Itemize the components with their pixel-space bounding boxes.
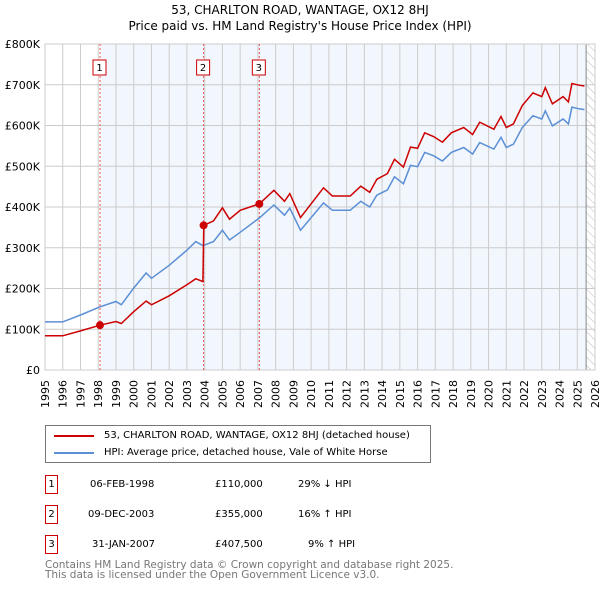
x-tick-label: 2003 (181, 380, 194, 408)
legend-label: 53, CHARLTON ROAD, WANTAGE, OX12 8HJ (de… (104, 430, 410, 441)
marker-badge: 2 (45, 505, 58, 524)
sale-marker-box (251, 59, 266, 76)
x-tick-label: 2022 (518, 380, 531, 408)
sale-marker-label: 3 (256, 63, 262, 74)
x-tick-label: 2000 (128, 380, 141, 408)
x-tick-label: 2004 (199, 380, 212, 408)
sale-point (199, 221, 208, 230)
x-tick-label: 2018 (447, 380, 460, 408)
transaction-price: £355,000 (215, 509, 263, 520)
transaction-row: 2 09-DEC-2003 £355,000 16% ↑ HPI (45, 505, 445, 525)
sale-marker-label: 1 (96, 63, 102, 74)
marker-badge: 3 (45, 535, 58, 554)
x-tick-label: 2011 (323, 380, 336, 408)
x-tick-label: 2015 (394, 380, 407, 408)
chart-legend: 53, CHARLTON ROAD, WANTAGE, OX12 8HJ (de… (45, 425, 431, 463)
x-tick-label: 2013 (358, 380, 371, 408)
transaction-price: £407,500 (215, 539, 263, 550)
x-tick-label: 2021 (500, 380, 513, 408)
legend-swatch-blue (54, 451, 94, 454)
x-tick-label: 2007 (252, 380, 265, 408)
footer-licence: This data is licensed under the Open Gov… (45, 569, 380, 581)
sale-marker-box (92, 59, 107, 76)
x-tick-label: 2005 (216, 380, 229, 408)
y-tick-label: £200K (5, 283, 41, 296)
transaction-row: 1 06-FEB-1998 £110,000 29% ↓ HPI (45, 475, 445, 495)
x-tick-label: 2025 (571, 380, 584, 408)
x-tick-label: 2020 (483, 380, 496, 408)
transaction-hpi: 9% ↑ HPI (308, 539, 356, 550)
y-tick-label: £700K (5, 79, 41, 92)
chart-subtitle: Price paid vs. HM Land Registry's House … (128, 19, 472, 33)
x-tick-label: 1999 (110, 380, 123, 408)
x-tick-label: 2016 (412, 380, 425, 408)
x-tick-label: 2006 (234, 380, 247, 408)
transaction-date: 09-DEC-2003 (88, 509, 155, 520)
transaction-price: £110,000 (215, 479, 263, 490)
x-tick-label: 2009 (287, 380, 300, 408)
x-tick-label: 2001 (145, 380, 158, 408)
x-tick-label: 1997 (74, 380, 87, 408)
x-tick-label: 2023 (536, 380, 549, 408)
x-tick-label: 1995 (39, 380, 52, 408)
hpi-line (45, 106, 585, 323)
y-tick-label: £300K (5, 242, 41, 255)
transaction-hpi: 29% ↓ HPI (298, 479, 352, 490)
x-tick-label: 2010 (305, 380, 318, 408)
y-tick-label: £0 (26, 364, 40, 377)
x-tick-label: 2019 (465, 380, 478, 408)
transaction-date: 06-FEB-1998 (90, 479, 155, 490)
chart-title: 53, CHARLTON ROAD, WANTAGE, OX12 8HJ (171, 3, 429, 17)
transaction-hpi: 16% ↑ HPI (298, 509, 352, 520)
y-tick-label: £400K (5, 201, 41, 214)
x-tick-label: 2012 (341, 380, 354, 408)
y-tick-label: £100K (5, 323, 41, 336)
x-tick-label: 2002 (163, 380, 176, 408)
footer-copyright: Contains HM Land Registry data © Crown c… (45, 559, 454, 571)
transaction-row: 3 31-JAN-2007 £407,500 9% ↑ HPI (45, 535, 445, 555)
x-tick-label: 2014 (376, 380, 389, 408)
x-tick-label: 2017 (429, 380, 442, 408)
x-tick-label: 2008 (270, 380, 283, 408)
sale-marker-box (196, 59, 211, 76)
x-tick-label: 1998 (92, 380, 105, 408)
transaction-date: 31-JAN-2007 (92, 539, 156, 550)
y-tick-label: £800K (5, 38, 41, 51)
y-tick-label: £500K (5, 160, 41, 173)
legend-item-property: 53, CHARLTON ROAD, WANTAGE, OX12 8HJ (de… (54, 430, 410, 441)
price-chart: 1995 1996 1997 1998 1999 2000 2001 2002 2003 2004… (5, 38, 600, 408)
sale-point (255, 199, 264, 208)
marker-badge: 1 (45, 475, 58, 494)
x-tick-label: 1996 (57, 380, 70, 408)
legend-label: HPI: Average price, detached house, Vale… (104, 447, 388, 458)
legend-item-hpi: HPI: Average price, detached house, Vale… (54, 447, 388, 458)
sale-marker-label: 2 (200, 63, 206, 74)
legend-swatch-red (54, 434, 94, 437)
property-price-line (45, 82, 585, 337)
y-tick-label: £600K (5, 120, 41, 133)
x-tick-label: 2024 (554, 380, 567, 408)
sale-point (96, 321, 104, 330)
plot-border (44, 43, 596, 371)
x-tick-label: 2026 (589, 380, 600, 408)
